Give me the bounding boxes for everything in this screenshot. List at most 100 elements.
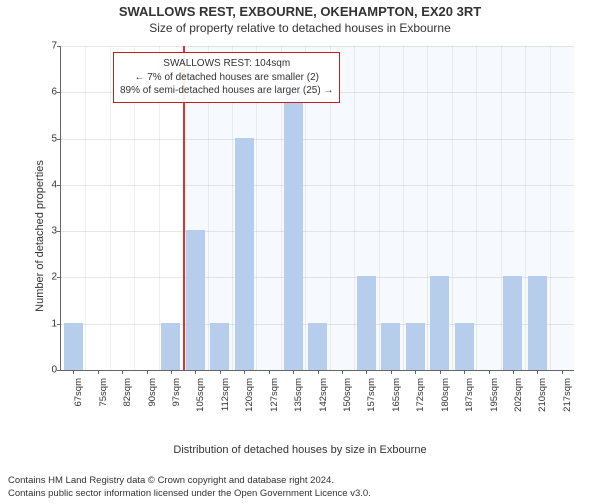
xtick-label: 202sqm (513, 378, 524, 412)
xtick-label: 135sqm (293, 378, 304, 412)
xtick-mark (122, 370, 123, 374)
footer-line-2: Contains public sector information licen… (8, 488, 592, 500)
xtick-label: 127sqm (269, 378, 280, 412)
ytick-label: 6 (43, 87, 57, 98)
gridline-h (61, 139, 574, 140)
ytick-mark (57, 46, 61, 47)
ytick-label: 5 (43, 133, 57, 144)
bar (406, 323, 425, 370)
xtick-label: 180sqm (440, 378, 451, 412)
gridline-v (452, 46, 453, 370)
annotation-line: 89% of semi-detached houses are larger (… (120, 84, 333, 98)
ytick-label: 7 (43, 41, 57, 52)
xtick-label: 105sqm (195, 378, 206, 412)
xtick-label: 195sqm (489, 378, 500, 412)
xtick-label: 67sqm (73, 378, 84, 407)
gridline-v (379, 46, 380, 370)
xtick-label: 120sqm (244, 378, 255, 412)
ytick-mark (57, 185, 61, 186)
gridline-h (61, 277, 574, 278)
xtick-label: 157sqm (366, 378, 377, 412)
bar (455, 323, 474, 370)
xtick-mark (171, 370, 172, 374)
page-subtitle: Size of property relative to detached ho… (0, 21, 600, 35)
xtick-mark (415, 370, 416, 374)
bar (381, 323, 400, 370)
chart-area: Number of detached properties 0123456767… (38, 46, 578, 426)
xtick-label: 90sqm (147, 378, 158, 407)
bar (235, 138, 254, 370)
xtick-mark (366, 370, 367, 374)
xtick-mark (220, 370, 221, 374)
xtick-mark (562, 370, 563, 374)
xtick-mark (147, 370, 148, 374)
bar (161, 323, 180, 370)
xtick-mark (489, 370, 490, 374)
ytick-label: 2 (43, 272, 57, 283)
xtick-label: 165sqm (391, 378, 402, 412)
gridline-v (501, 46, 502, 370)
xtick-mark (440, 370, 441, 374)
footer-line-1: Contains HM Land Registry data © Crown c… (8, 475, 592, 487)
ytick-label: 3 (43, 226, 57, 237)
ytick-mark (57, 324, 61, 325)
gridline-h (61, 185, 574, 186)
x-axis-label: Distribution of detached houses by size … (0, 444, 600, 456)
xtick-mark (269, 370, 270, 374)
title-block: SWALLOWS REST, EXBOURNE, OKEHAMPTON, EX2… (0, 4, 600, 35)
xtick-mark (464, 370, 465, 374)
xtick-label: 112sqm (220, 378, 231, 411)
xtick-label: 210sqm (537, 378, 548, 412)
ytick-mark (57, 277, 61, 278)
ytick-label: 0 (43, 365, 57, 376)
gridline-v (85, 46, 86, 370)
xtick-label: 187sqm (464, 378, 475, 412)
gridline-v (525, 46, 526, 370)
ytick-mark (57, 231, 61, 232)
bar (503, 276, 522, 370)
gridline-v (403, 46, 404, 370)
xtick-label: 142sqm (318, 378, 329, 412)
xtick-mark (513, 370, 514, 374)
bar (528, 276, 547, 370)
bar (284, 91, 303, 370)
gridline-v (110, 46, 111, 370)
xtick-mark (391, 370, 392, 374)
xtick-mark (98, 370, 99, 374)
bar (430, 276, 449, 370)
xtick-label: 150sqm (342, 378, 353, 412)
ytick-mark (57, 92, 61, 93)
gridline-v (354, 46, 355, 370)
gridline-h (61, 46, 574, 47)
gridline-v (427, 46, 428, 370)
xtick-mark (195, 370, 196, 374)
xtick-label: 82sqm (122, 378, 133, 407)
ytick-mark (57, 370, 61, 371)
footer-text: Contains HM Land Registry data © Crown c… (8, 475, 592, 500)
bar (64, 323, 83, 370)
annotation-line: SWALLOWS REST: 104sqm (120, 57, 333, 71)
ytick-label: 4 (43, 179, 57, 190)
xtick-mark (537, 370, 538, 374)
xtick-mark (244, 370, 245, 374)
bar (357, 276, 376, 370)
xtick-mark (73, 370, 74, 374)
bar (210, 323, 229, 370)
annotation-line: ← 7% of detached houses are smaller (2) (120, 71, 333, 85)
xtick-mark (342, 370, 343, 374)
ytick-mark (57, 139, 61, 140)
plot-area: 0123456767sqm75sqm82sqm90sqm97sqm105sqm1… (60, 46, 574, 371)
bar (308, 323, 327, 370)
xtick-mark (318, 370, 319, 374)
gridline-v (550, 46, 551, 370)
bar (186, 230, 205, 370)
xtick-label: 75sqm (98, 378, 109, 407)
xtick-label: 172sqm (415, 378, 426, 412)
ytick-label: 1 (43, 318, 57, 329)
page-title: SWALLOWS REST, EXBOURNE, OKEHAMPTON, EX2… (0, 4, 600, 19)
xtick-label: 217sqm (562, 378, 573, 412)
xtick-label: 97sqm (171, 378, 182, 407)
xtick-mark (293, 370, 294, 374)
gridline-v (476, 46, 477, 370)
gridline-h (61, 231, 574, 232)
